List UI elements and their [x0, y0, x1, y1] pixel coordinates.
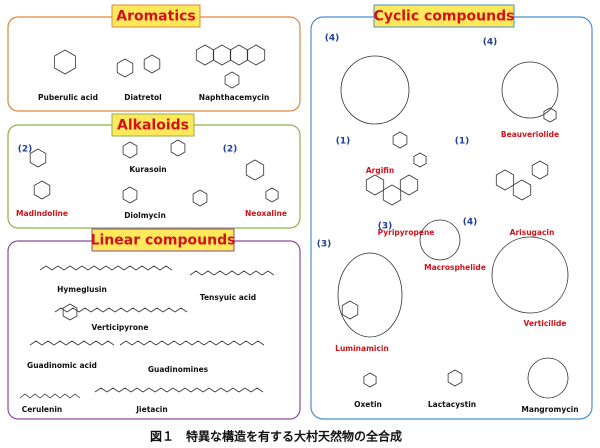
- caption: 図１ 特異な構造を有する大村天然物の全合成: [150, 429, 402, 444]
- section-title: Linear compounds: [91, 233, 236, 249]
- structure-drawings: [19, 44, 569, 399]
- structure-line: [337, 252, 403, 338]
- structure-line: [363, 372, 377, 388]
- structure-line: [94, 387, 264, 393]
- structure-line: [122, 141, 138, 159]
- compound-name: Lactacystin: [428, 400, 476, 409]
- structure-line: [501, 61, 559, 119]
- compound-name: Madindoline: [16, 209, 68, 218]
- structure-line: [170, 139, 186, 157]
- structure-line: [54, 49, 76, 75]
- section-title: Cyclic compounds: [374, 9, 515, 25]
- structure-line: [419, 219, 461, 261]
- structure-line: [116, 58, 134, 78]
- structure-line: [495, 169, 515, 191]
- title-tab: [91, 228, 235, 252]
- section-title: Alkaloids: [117, 118, 189, 134]
- ref-label: (4): [463, 218, 478, 228]
- compound-name: Verticipyrone: [92, 323, 149, 332]
- structure-line: [382, 184, 402, 206]
- compound-name: Diolmycin: [124, 211, 166, 220]
- title-tab: [111, 4, 201, 28]
- ref-label: (2): [223, 145, 238, 155]
- structure-line: [265, 187, 279, 203]
- structure-line: [29, 148, 47, 168]
- structure-line: [246, 44, 266, 66]
- structure-line: [392, 131, 408, 149]
- structure-line: [192, 189, 208, 207]
- structure-line: [543, 107, 557, 123]
- compound-name: Beauveriolide: [501, 130, 559, 139]
- compound-name: Oxetin: [354, 400, 382, 409]
- structure-line: [195, 44, 215, 66]
- compound-name: Arisugacin: [510, 228, 555, 237]
- compound-name: Guadinomines: [148, 365, 209, 374]
- structure-line: [340, 55, 410, 125]
- structure-line: [491, 236, 569, 314]
- structure-line: [29, 340, 115, 346]
- compound-name: Guadinomic acid: [27, 361, 97, 370]
- compound-name: Cerulenin: [22, 405, 63, 414]
- compound-name: Argifin: [366, 166, 394, 175]
- ref-label: (1): [336, 137, 351, 147]
- structure-line: [527, 357, 569, 399]
- structure-line: [54, 307, 188, 313]
- title-tab: [373, 4, 515, 28]
- structure-line: [19, 393, 81, 399]
- structure-line: [212, 44, 232, 66]
- structure-line: [33, 180, 51, 200]
- linear-box: [7, 240, 301, 420]
- structure-line: [143, 54, 161, 74]
- compound-name: Puberulic acid: [38, 93, 98, 102]
- structure-line: [62, 303, 78, 321]
- compound-name: Naphthacemycin: [199, 93, 270, 102]
- structure-line: [399, 174, 419, 196]
- structure-line: [119, 340, 265, 346]
- title-tab: [111, 113, 195, 137]
- ref-label: (3): [378, 222, 393, 232]
- cyclic-box: [310, 16, 593, 420]
- compound-name: Diatretol: [124, 93, 162, 102]
- compound-name: Tensyuic acid: [200, 293, 256, 302]
- compound-name: Verticilide: [524, 319, 567, 328]
- structure-line: [531, 160, 549, 180]
- structure-line: [189, 270, 275, 276]
- compound-name: Macrosphelide: [424, 263, 486, 272]
- structure-line: [39, 265, 173, 271]
- ref-label: (4): [483, 38, 498, 48]
- structure-line: [413, 152, 427, 168]
- section-title: Aromatics: [116, 9, 196, 25]
- ref-label: (4): [325, 34, 340, 44]
- compound-name: Neoxaline: [245, 209, 287, 218]
- structure-line: [245, 159, 265, 181]
- ref-label: (2): [18, 145, 33, 155]
- ref-label: (1): [455, 137, 470, 147]
- structure-line: [224, 71, 240, 89]
- compound-name: Hymeglusin: [57, 285, 107, 294]
- structure-line: [512, 179, 532, 201]
- structure-line: [341, 300, 359, 320]
- structure-line: [365, 174, 385, 196]
- structure-line: [447, 369, 463, 387]
- ref-label: (3): [317, 240, 332, 250]
- structure-line: [122, 186, 138, 204]
- compound-name: Mangromycin: [521, 405, 578, 414]
- structure-line: [229, 44, 249, 66]
- compound-name: Pyripyropene: [378, 228, 435, 237]
- compound-name: Jietacin: [135, 405, 167, 414]
- compound-name: Kurasoin: [129, 165, 166, 174]
- compound-name: Luminamicin: [335, 344, 389, 353]
